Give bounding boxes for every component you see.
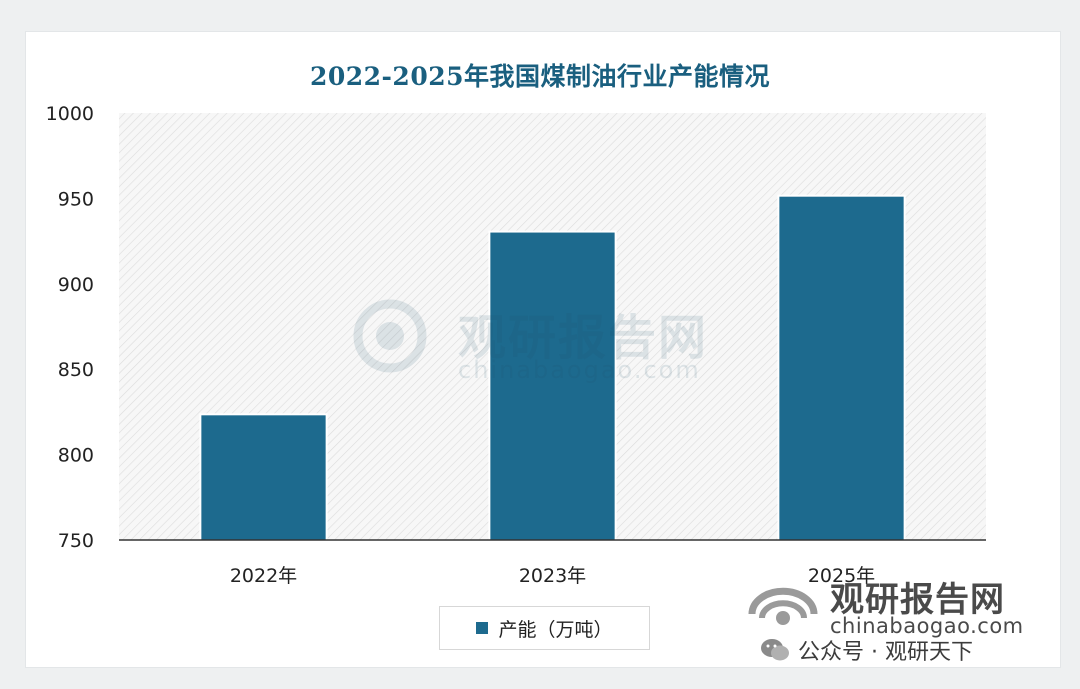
legend-label: 产能（万吨） bbox=[498, 618, 613, 641]
chart-title: 2022-2025年我国煤制油行业产能情况 bbox=[309, 62, 771, 91]
bar-2022年 bbox=[201, 415, 326, 540]
bar-2023年 bbox=[490, 232, 615, 540]
legend: 产能（万吨） bbox=[439, 606, 650, 650]
legend-swatch bbox=[476, 622, 489, 634]
bar-2025年 bbox=[779, 196, 904, 540]
x-tick-label: 2025年 bbox=[808, 565, 875, 587]
y-axis: 750 800 850 900 950 1000 bbox=[46, 103, 94, 552]
bars bbox=[199, 194, 906, 540]
y-tick-label: 800 bbox=[58, 445, 94, 467]
y-tick-label: 850 bbox=[58, 359, 94, 381]
y-tick-label: 950 bbox=[58, 188, 94, 210]
y-tick-label: 900 bbox=[58, 274, 94, 296]
x-tick-label: 2023年 bbox=[519, 565, 586, 587]
x-tick-label: 2022年 bbox=[230, 565, 297, 587]
y-tick-label: 1000 bbox=[46, 103, 94, 125]
y-tick-label: 750 bbox=[58, 530, 94, 552]
x-axis: 2022年 2023年 2025年 bbox=[230, 565, 875, 587]
